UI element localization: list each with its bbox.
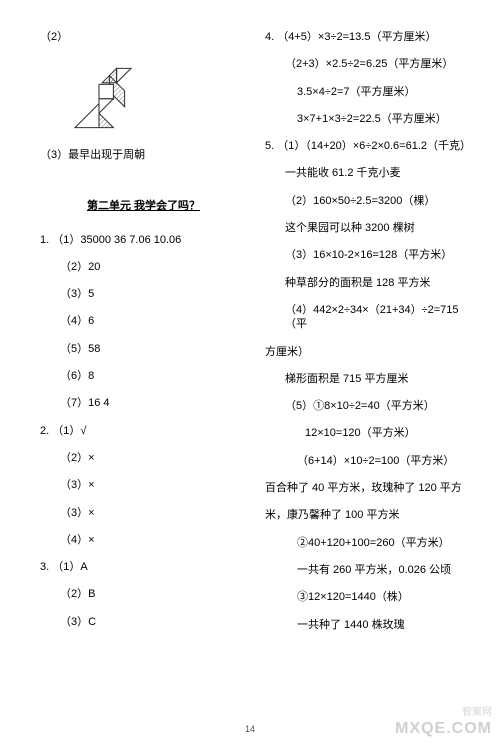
tangram-figure <box>66 62 148 142</box>
q5-18: 一共种了 1440 株玫瑰 <box>265 618 472 632</box>
q3-3: （3）C <box>40 615 247 629</box>
q3-1: （1）A <box>52 561 87 573</box>
q5-16: 一共有 260 平方米，0.026 公顷 <box>265 563 472 577</box>
watermark: MXQE.COM <box>395 720 492 738</box>
q4-2: （2+3）×2.5÷2=6.25（平方厘米） <box>265 57 472 71</box>
q5-1: （1）（14+20）×6÷2×0.6=61.2（千克） <box>277 140 471 152</box>
q1-6: （6）8 <box>40 369 247 383</box>
q5-17: ③12×120=1440（株） <box>265 590 472 604</box>
q5-10: （5）①8×10÷2=40（平方米） <box>265 399 472 413</box>
q1-num: 1. <box>40 234 49 246</box>
q1-7: （7）16 4 <box>40 396 247 410</box>
q5-8: 方厘米） <box>265 345 472 359</box>
item-3-text: （3）最早出现于周朝 <box>40 148 247 162</box>
q1-row: 1. （1）35000 36 7.06 10.06 <box>40 233 247 247</box>
q5-3: （2）160×50÷2.5=3200（棵） <box>265 194 472 208</box>
q2-row: 2. （1）√ <box>40 424 247 438</box>
q2-num: 2. <box>40 425 49 437</box>
q2-2: （2）× <box>40 451 247 465</box>
watermark-sub: 智案网 <box>462 703 492 718</box>
two-column-layout: （2） （3）最早出现于周朝 第二单元 我学会了吗？ 1. （1）35000 3… <box>40 30 472 710</box>
q3-num: 3. <box>40 561 49 573</box>
q4-3: 3.5×4÷2=7（平方厘米） <box>265 85 472 99</box>
q1-3: （3）5 <box>40 287 247 301</box>
q4-1: （4+5）×3÷2=13.5（平方厘米） <box>277 31 436 43</box>
q5-7: （4）442×2÷34×（21+34）÷2=715（平 <box>265 303 472 332</box>
q5-15: ②40+120+100=260（平方米） <box>265 536 472 550</box>
q2-4: （4）× <box>40 533 247 547</box>
q5-5: （3）16×10-2×16=128（平方米） <box>265 248 472 262</box>
unit-title: 第二单元 我学会了吗？ <box>40 197 247 213</box>
q5-13: 百合种了 40 平方米，玫瑰种了 120 平方 <box>265 481 472 495</box>
q4-row: 4. （4+5）×3÷2=13.5（平方厘米） <box>265 30 472 44</box>
q5-11: 12×10=120（平方米） <box>265 426 472 440</box>
q5-row: 5. （1）（14+20）×6÷2×0.6=61.2（千克） <box>265 139 472 153</box>
q2-3b: （3）× <box>40 506 247 520</box>
q4-num: 4. <box>265 31 274 43</box>
right-column: 4. （4+5）×3÷2=13.5（平方厘米） （2+3）×2.5÷2=6.25… <box>265 30 472 710</box>
item-2-label: （2） <box>40 30 247 44</box>
q1-5: （5）58 <box>40 342 247 356</box>
left-column: （2） （3）最早出现于周朝 第二单元 我学会了吗？ 1. （1）35000 3… <box>40 30 247 710</box>
q1-2: （2）20 <box>40 260 247 274</box>
q5-2: 一共能收 61.2 千克小麦 <box>265 166 472 180</box>
q2-3: （3）× <box>40 478 247 492</box>
q1-4: （4）6 <box>40 314 247 328</box>
q5-14: 米，康乃馨种了 100 平方米 <box>265 508 472 522</box>
q5-num: 5. <box>265 140 274 152</box>
q5-12: （6+14）×10÷2=100（平方米） <box>265 454 472 468</box>
q3-2: （2）B <box>40 587 247 601</box>
q5-6: 种草部分的面积是 128 平方米 <box>265 276 472 290</box>
q1-1: （1）35000 36 7.06 10.06 <box>52 234 181 246</box>
q2-1: （1）√ <box>52 425 86 437</box>
q5-9: 梯形面积是 715 平方厘米 <box>265 372 472 386</box>
q4-4: 3×7+1×3÷2=22.5（平方厘米） <box>265 112 472 126</box>
q5-4: 这个果园可以种 3200 棵树 <box>265 221 472 235</box>
q3-row: 3. （1）A <box>40 560 247 574</box>
